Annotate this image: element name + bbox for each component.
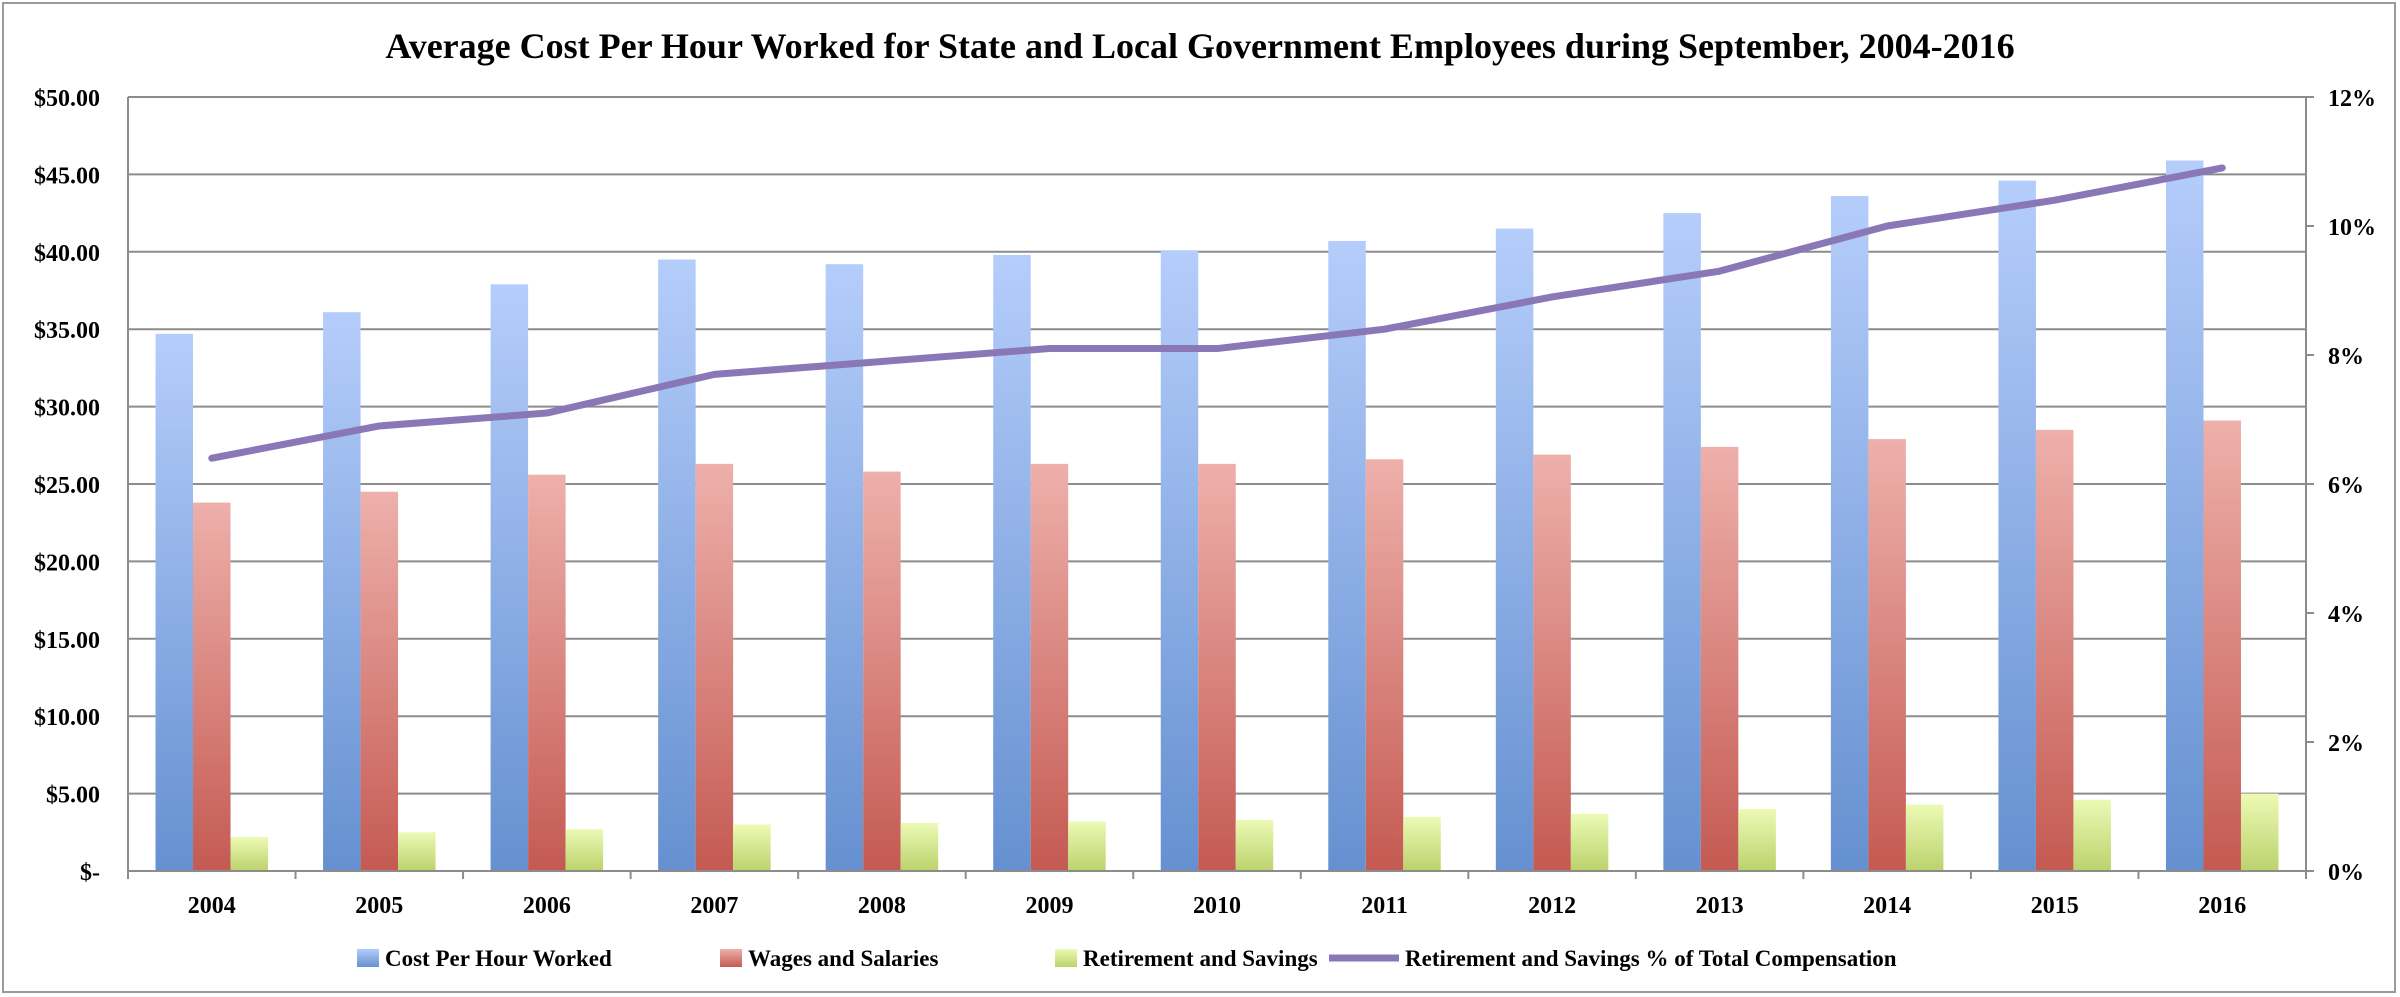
chart-title: Average Cost Per Hour Worked for State a…	[385, 26, 2014, 66]
bar-wages-and-salaries	[1198, 463, 1236, 871]
bar-wages-and-salaries	[2203, 420, 2241, 871]
bar-cost-per-hour-worked	[155, 333, 194, 871]
bar-wages-and-salaries	[2035, 429, 2074, 871]
legend-label: Retirement and Savings	[1083, 946, 1318, 971]
bar-retirement-and-savings	[733, 824, 771, 871]
y-tick-label: $30.00	[34, 396, 100, 422]
bar-wages-and-salaries	[863, 471, 901, 871]
x-tick-label: 2016	[2198, 893, 2246, 919]
bar-retirement-and-savings	[1235, 819, 1274, 871]
legend-swatch	[357, 949, 379, 967]
y2-tick-label: 0%	[2328, 860, 2364, 886]
bar-wages-and-salaries	[528, 474, 566, 871]
legend-label: Cost Per Hour Worked	[385, 946, 612, 971]
x-tick-label: 2015	[2031, 893, 2079, 919]
y2-tick-label: 2%	[2328, 731, 2364, 757]
x-tick-label: 2008	[858, 893, 906, 919]
bar-retirement-and-savings	[900, 823, 939, 871]
x-tick-label: 2011	[1361, 893, 1408, 919]
legend-swatch	[1055, 949, 1077, 967]
bar-wages-and-salaries	[360, 491, 399, 871]
y2-tick-label: 10%	[2328, 215, 2376, 241]
bar-wages-and-salaries	[1700, 446, 1739, 871]
y-tick-label: $35.00	[34, 318, 100, 344]
x-tick-label: 2009	[1025, 893, 1073, 919]
x-tick-label: 2012	[1528, 893, 1576, 919]
x-tick-label: 2014	[1863, 893, 1911, 919]
y-tick-label: $10.00	[34, 705, 100, 731]
bar-cost-per-hour-worked	[1495, 228, 1534, 871]
bar-cost-per-hour-worked	[658, 259, 696, 871]
bar-retirement-and-savings	[565, 829, 604, 871]
bar-wages-and-salaries	[193, 502, 231, 871]
bar-wages-and-salaries	[1533, 454, 1571, 871]
y-tick-label: $40.00	[34, 241, 100, 267]
bar-cost-per-hour-worked	[825, 264, 864, 872]
bar-cost-per-hour-worked	[323, 312, 361, 871]
y-tick-label: $-	[80, 860, 100, 886]
x-tick-label: 2007	[690, 893, 738, 919]
bar-cost-per-hour-worked	[993, 254, 1031, 871]
bar-cost-per-hour-worked	[490, 284, 529, 872]
y-tick-label: $5.00	[46, 783, 100, 809]
bar-retirement-and-savings	[2240, 793, 2279, 871]
bar-retirement-and-savings	[1738, 809, 1776, 871]
y2-tick-label: 12%	[2328, 86, 2376, 112]
x-tick-label: 2006	[523, 893, 571, 919]
bar-retirement-and-savings	[1905, 804, 1944, 871]
bar-cost-per-hour-worked	[1328, 240, 1366, 872]
bar-retirement-and-savings	[230, 836, 269, 871]
y-tick-label: $50.00	[34, 86, 100, 112]
bar-wages-and-salaries	[695, 463, 734, 871]
bar-cost-per-hour-worked	[1998, 180, 2036, 872]
y-tick-label: $15.00	[34, 628, 100, 654]
y-tick-label: $45.00	[34, 163, 100, 189]
y-tick-label: $20.00	[34, 550, 100, 576]
bar-retirement-and-savings	[1570, 813, 1609, 871]
x-tick-label: 2005	[355, 893, 403, 919]
y2-tick-label: 4%	[2328, 602, 2364, 628]
bar-retirement-and-savings	[1403, 816, 1441, 871]
bar-retirement-and-savings	[1068, 821, 1106, 871]
x-tick-label: 2004	[188, 893, 236, 919]
y2-tick-label: 8%	[2328, 344, 2364, 370]
x-tick-label: 2010	[1193, 893, 1241, 919]
bar-cost-per-hour-worked	[1160, 250, 1199, 871]
y-tick-label: $25.00	[34, 473, 100, 499]
legend-swatch	[720, 949, 742, 967]
bar-retirement-and-savings	[398, 832, 436, 871]
bar-retirement-and-savings	[2073, 799, 2111, 871]
bar-cost-per-hour-worked	[1663, 213, 1701, 872]
bar-wages-and-salaries	[1030, 463, 1069, 871]
legend-label: Retirement and Savings % of Total Compen…	[1405, 946, 1897, 971]
bar-wages-and-salaries	[1868, 439, 1906, 871]
bar-wages-and-salaries	[1365, 459, 1404, 871]
bar-cost-per-hour-worked	[2165, 160, 2204, 871]
x-tick-label: 2013	[1696, 893, 1744, 919]
bar-cost-per-hour-worked	[1830, 196, 1869, 871]
y2-tick-label: 6%	[2328, 473, 2364, 499]
legend-label: Wages and Salaries	[748, 946, 938, 971]
